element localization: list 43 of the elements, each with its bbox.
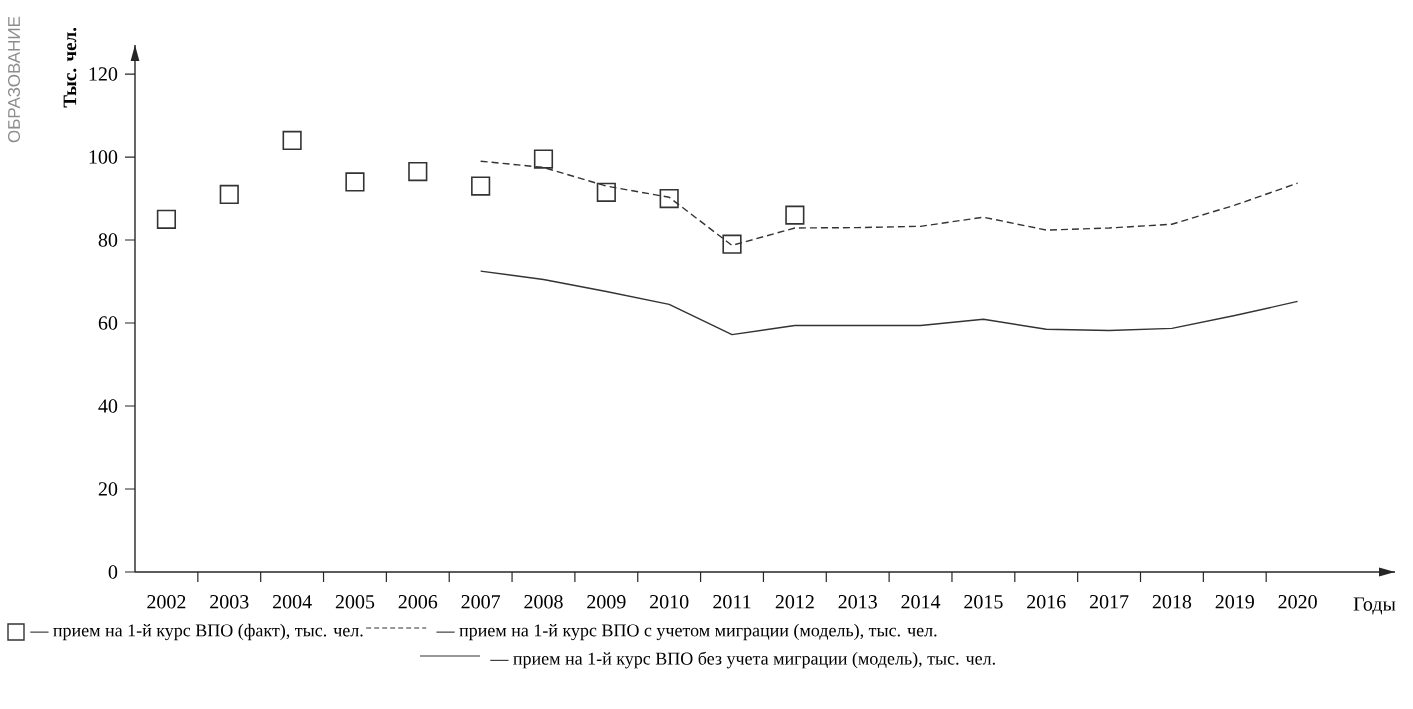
y-tick-label: 60: [98, 316, 118, 330]
x-tick-label: 2020: [1278, 595, 1317, 609]
point: [219, 184, 239, 204]
x-axis-title: Годы: [1353, 597, 1396, 615]
x-tick-label: 2018: [1152, 595, 1192, 609]
x-tick-label: 2017: [1089, 595, 1129, 609]
point: [659, 188, 679, 209]
point: [785, 205, 805, 225]
point: [722, 234, 742, 254]
point: [345, 172, 365, 192]
legend-label: — прием на 1-й курс ВПО с учетом миграции (модель), тыс. чел.: [436, 623, 937, 641]
x-tick-label: 2008: [524, 595, 563, 609]
x-tick-label: 2012: [775, 595, 814, 609]
point: [282, 130, 302, 151]
y-axis-title: Тыс. чел.: [63, 27, 77, 108]
y-tick-label: 80: [98, 233, 118, 247]
y-tick-label: 120: [89, 67, 118, 81]
point: [596, 182, 616, 202]
x-tick-label: 2002: [147, 595, 186, 609]
x-tick-label: 2019: [1215, 595, 1254, 609]
x-tick-label: 2015: [964, 595, 1003, 609]
x-tick-label: 2010: [650, 595, 689, 609]
x-tick-label: 2016: [1027, 595, 1066, 609]
text: ОБРАЗОВАНИЕ: [7, 16, 21, 143]
x-tick-label: 2009: [587, 595, 626, 609]
y-tick-label: 40: [98, 399, 118, 413]
y-tick-label: 0: [108, 565, 118, 579]
x-tick-label: 2007: [461, 595, 501, 609]
x-tick-label: 2003: [210, 595, 249, 609]
y-tick-label: 100: [89, 150, 118, 164]
x-tick-label: 2011: [713, 595, 751, 609]
point: [533, 149, 554, 169]
x-tick-label: 2014: [901, 595, 941, 609]
x-tick-label: 2005: [335, 595, 375, 609]
point: [471, 176, 491, 196]
x-tick-label: 2013: [838, 595, 877, 609]
point: [408, 161, 428, 182]
legend-label: — прием на 1-й курс ВПО (факт), тыс. чел.: [30, 623, 363, 641]
point: [156, 209, 177, 229]
y-tick-label: 20: [98, 482, 118, 496]
x-tick-label: 2004: [272, 595, 312, 609]
x-tick-label: 2006: [398, 595, 438, 609]
legend-label: — прием на 1-й курс ВПО без учета миграции (модель), тыс. чел.: [490, 651, 995, 669]
